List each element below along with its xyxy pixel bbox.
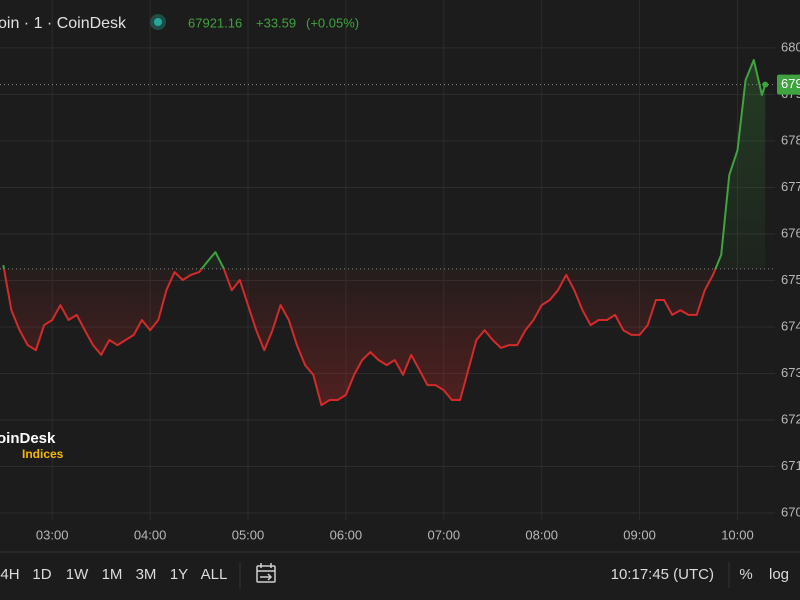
area: [3, 60, 766, 406]
symbol-title: oin · 1 · CoinDesk: [0, 15, 127, 32]
clock: 10:17:45 (UTC): [611, 566, 714, 583]
log-toggle[interactable]: log: [769, 566, 789, 583]
price-tag: [777, 74, 800, 95]
logo-name: oinDesk: [0, 430, 56, 447]
plot: [0, 0, 775, 520]
last-point: [762, 81, 769, 88]
logo-sub: Indices: [22, 447, 64, 461]
change: +33.59: [256, 15, 296, 30]
x-tick-label: 04:00: [134, 527, 167, 542]
y-tick-label: 67500: [781, 272, 800, 287]
y-tick-label: 67300: [781, 365, 800, 380]
price: 67921.16: [188, 15, 242, 30]
price-line: [2, 59, 767, 407]
y-tick-label: 67400: [781, 318, 800, 333]
y-tick-label: 67600: [781, 225, 800, 240]
calendar-icon[interactable]: [256, 563, 276, 583]
y-tick-label: 67100: [781, 458, 800, 473]
x-tick-label: 03:00: [36, 527, 69, 542]
range-button[interactable]: 1M: [102, 566, 123, 583]
range-button[interactable]: 1W: [66, 566, 89, 583]
y-tick-label: 67700: [781, 179, 800, 194]
x-tick-label: 07:00: [428, 527, 461, 542]
status-dot: [154, 18, 162, 26]
range-button[interactable]: 1D: [32, 566, 51, 583]
x-tick-label: 05:00: [232, 527, 265, 542]
price-tag-label: 67921.16: [781, 76, 800, 91]
x-tick-label: 10:00: [721, 527, 754, 542]
y-tick-label: 67800: [781, 132, 800, 147]
range-button[interactable]: ALL: [201, 566, 228, 583]
x-tick-label: 09:00: [623, 527, 656, 542]
y-tick-label: 67200: [781, 411, 800, 426]
y-tick-label: 67000: [781, 504, 800, 519]
range-button[interactable]: 1Y: [170, 566, 188, 583]
change-pct: (+0.05%): [306, 15, 359, 30]
x-tick-label: 06:00: [330, 527, 363, 542]
percent-toggle[interactable]: %: [739, 566, 752, 583]
range-button[interactable]: 4H: [0, 566, 19, 583]
range-button[interactable]: 3M: [136, 566, 157, 583]
y-tick-label: 68000: [781, 39, 800, 54]
x-tick-label: 08:00: [525, 527, 558, 542]
